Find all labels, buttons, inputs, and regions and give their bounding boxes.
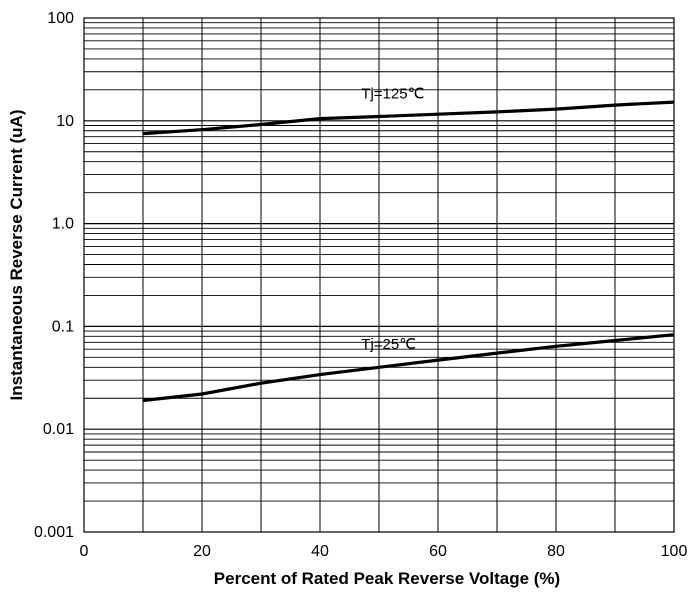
y-tick-labels: 0.001 0.01 0.1 1.0 10 100	[34, 10, 74, 541]
x-tick-labels: 0 20 40 60 80 100	[80, 543, 688, 560]
series-group	[142, 100, 675, 403]
series-line-tj-125	[142, 100, 675, 136]
series-line-tj-25	[142, 333, 675, 403]
y-axis-title: Instantaneous Reverse Current (uA)	[7, 110, 26, 401]
y-tick-label: 1.0	[52, 216, 74, 233]
y-tick-label: 0.01	[43, 421, 74, 438]
series-label-tj-125: Tj=125℃	[361, 85, 424, 102]
x-tick-label: 40	[311, 543, 329, 560]
x-tick-label: 60	[429, 543, 447, 560]
y-tick-label: 0.001	[34, 524, 74, 541]
y-tick-label: 10	[56, 113, 74, 130]
x-tick-label: 20	[193, 543, 211, 560]
x-tick-label: 100	[661, 543, 688, 560]
grid	[84, 18, 674, 532]
y-tick-label: 0.1	[52, 318, 74, 335]
plot-frame	[83, 17, 675, 533]
x-tick-label: 80	[547, 543, 565, 560]
series-labels: Tj=125℃ Tj=25℃	[361, 85, 424, 353]
y-tick-label: 100	[47, 10, 74, 27]
series-label-tj-25: Tj=25℃	[361, 336, 416, 353]
x-tick-label: 0	[80, 543, 89, 560]
x-axis-title: Percent of Rated Peak Reverse Voltage (%…	[214, 569, 560, 588]
